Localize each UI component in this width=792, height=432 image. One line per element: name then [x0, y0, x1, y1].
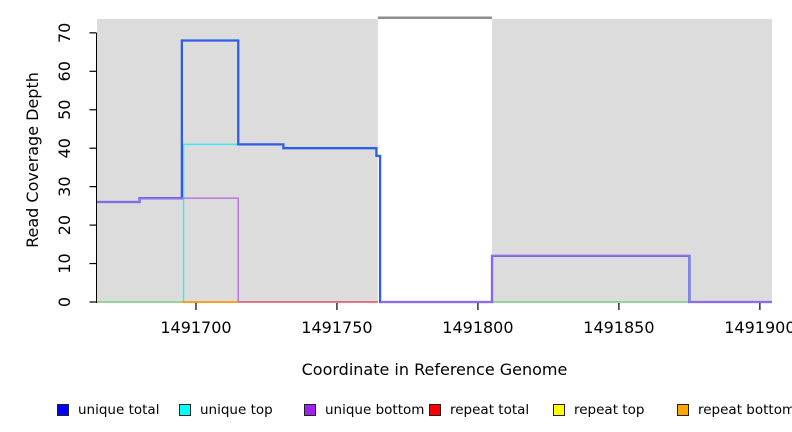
y-tick-label: 30 [55, 176, 74, 196]
legend-item-repeat-bottom: repeat bottom [677, 402, 792, 418]
legend-swatch-icon [57, 404, 69, 416]
y-tick-label: 70 [55, 23, 74, 43]
y-tick-label: 50 [55, 100, 74, 120]
legend-item-unique-top: unique top [179, 402, 273, 418]
x-axis-title: Coordinate in Reference Genome [301, 360, 568, 379]
x-tick-label: 1491900 [724, 318, 792, 337]
y-tick-label: 40 [55, 138, 74, 158]
legend-label: unique bottom [325, 402, 425, 418]
legend-label: unique total [78, 402, 160, 418]
legend-swatch-icon [677, 404, 689, 416]
x-tick-label: 1491700 [160, 318, 231, 337]
legend-swatch-icon [304, 404, 316, 416]
y-axis-title: Read Coverage Depth [23, 72, 42, 248]
legend-item-repeat-top: repeat top [553, 402, 644, 418]
y-tick-label: 20 [55, 215, 74, 235]
legend-item-unique-total: unique total [57, 402, 159, 418]
gap-region-top-bar [377, 16, 493, 19]
legend-label: repeat total [450, 402, 530, 418]
legend-label: unique top [200, 402, 273, 418]
legend-label: repeat bottom [698, 402, 792, 418]
legend-swatch-icon [553, 404, 565, 416]
y-tick-label: 0 [55, 297, 74, 307]
legend-item-unique-bottom: unique bottom [304, 402, 424, 418]
gap-region [377, 19, 493, 302]
x-tick-label: 1491750 [301, 318, 372, 337]
legend-swatch-icon [179, 404, 191, 416]
coverage-plot-canvas: 0 10 20 30 40 50 60 70 1491700 1491750 1491800 1491… [55, 16, 792, 337]
y-tick-label: 60 [55, 61, 74, 81]
series-unique-bottom [97, 197, 239, 302]
series-unique-bottom [380, 255, 772, 303]
series-unique-top [182, 143, 239, 302]
y-tick-label: 10 [55, 253, 74, 273]
legend-item-repeat-total: repeat total [429, 402, 529, 418]
legend-label: repeat top [574, 402, 645, 418]
legend-swatch-icon [429, 404, 441, 416]
x-tick-label: 1491800 [442, 318, 513, 337]
x-tick-label: 1491850 [583, 318, 654, 337]
